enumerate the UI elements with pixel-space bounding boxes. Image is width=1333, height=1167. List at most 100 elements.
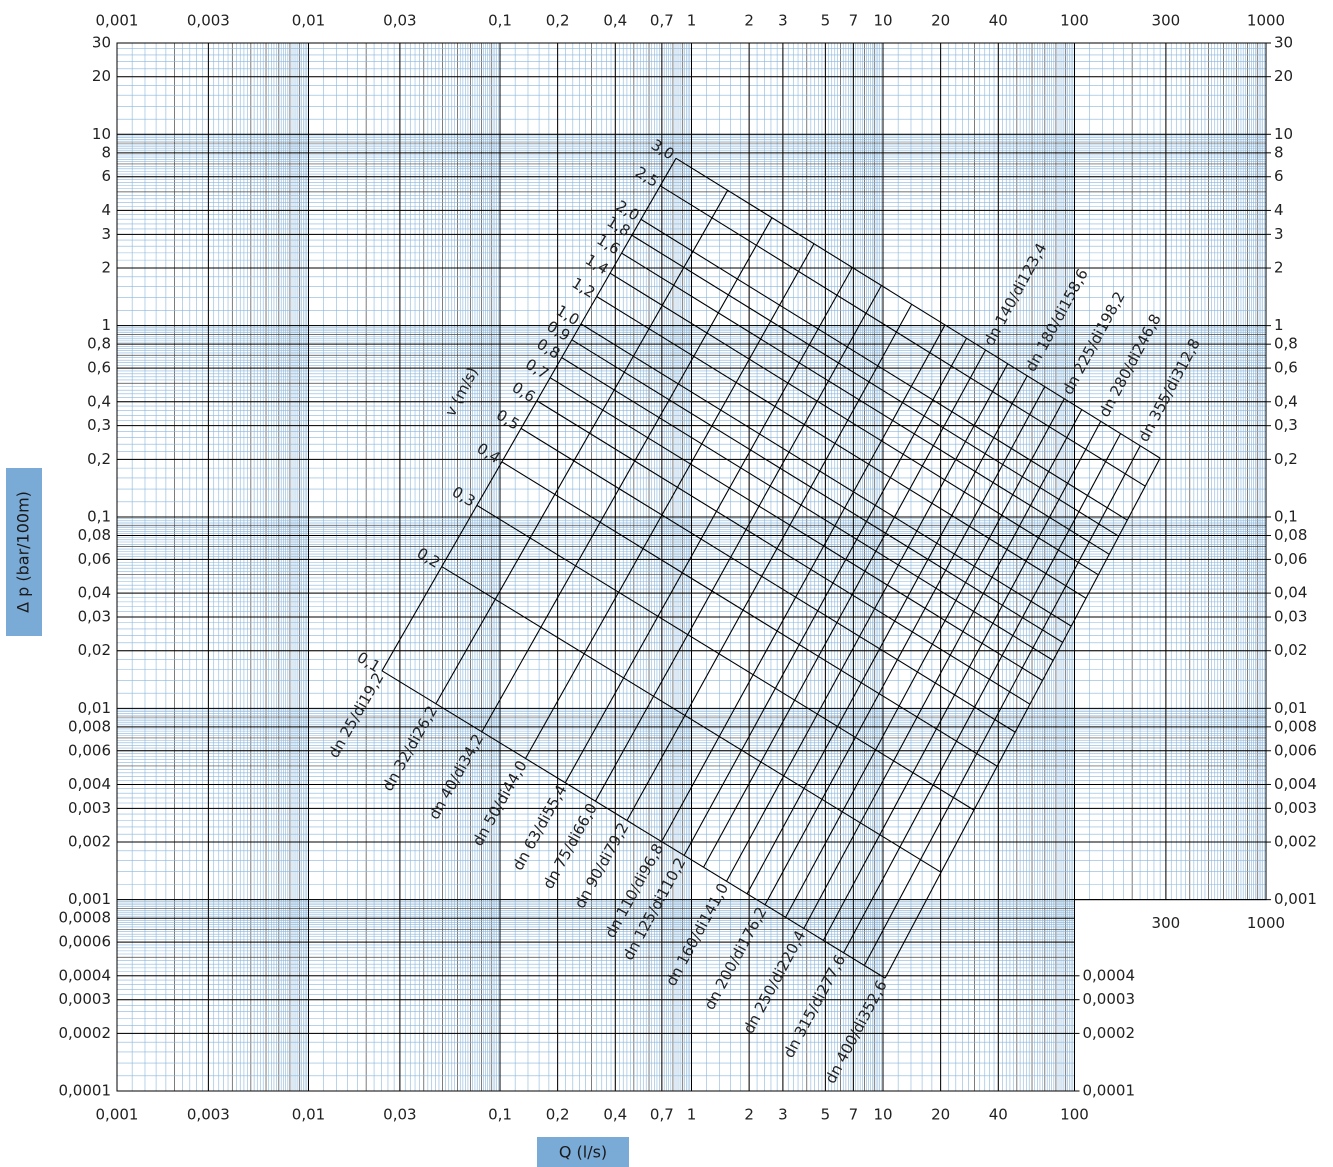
y-tick-label-right: 8	[1274, 143, 1284, 161]
y-title-box	[6, 468, 42, 636]
series-label: 1,4	[582, 250, 612, 278]
x-tick-label: 20	[931, 1106, 950, 1124]
x-tick-label-top: 0,4	[603, 12, 627, 30]
series-line	[660, 185, 1146, 487]
y-tick-label: 0,0004	[59, 966, 112, 984]
series-line	[435, 189, 729, 705]
series-line	[863, 445, 1141, 966]
x-tick-label-top: 1	[687, 12, 697, 30]
y-tick-label: 0,3	[87, 416, 111, 434]
y-tick-label: 0,1	[87, 507, 111, 525]
y-tick-label: 0,8	[87, 335, 111, 353]
x-tick-label-top: 7	[849, 12, 859, 30]
x-tick-label: 0,4	[603, 1106, 627, 1124]
x-tick-label: 0,03	[383, 1106, 416, 1124]
x-tick-label-top: 40	[989, 12, 1008, 30]
x-tick-label-top: 3	[778, 12, 788, 30]
series-line	[640, 218, 1128, 521]
y-tick-label-right: 6	[1274, 167, 1284, 185]
series-line	[843, 433, 1122, 953]
y-tick-label: 0,08	[78, 526, 111, 544]
x-tick-label: 2	[744, 1106, 754, 1124]
y-tick-label: 3	[101, 225, 111, 243]
y-tick-label: 0,03	[78, 608, 111, 626]
series-line	[481, 217, 773, 733]
x-tick-label: 1	[687, 1106, 697, 1124]
y-tick-label-right: 0,004	[1274, 775, 1317, 793]
x-tick-label-top: 0,1	[488, 12, 512, 30]
series-line	[803, 409, 1083, 929]
x-tick-label: 0,003	[187, 1106, 230, 1124]
y-tick-label: 0,006	[68, 741, 111, 759]
y-tick-label: 0,01	[78, 699, 111, 717]
y-tick-label-right: 0,002	[1274, 833, 1317, 851]
x-tick-label: 300	[1152, 914, 1181, 932]
x-axis-title: Q (l/s)	[559, 1143, 607, 1162]
x-tick-label-top: 0,001	[96, 12, 139, 30]
series-line	[746, 375, 1028, 895]
series-line	[561, 357, 1054, 661]
y-tick-label: 0,02	[78, 641, 111, 659]
y-tick-label: 1	[101, 316, 111, 334]
y-tick-label-right: 3	[1274, 225, 1284, 243]
y-tick-label: 10	[92, 125, 111, 143]
y-tick-label-right: 0,0004	[1083, 966, 1136, 984]
x-tick-label-top: 0,7	[650, 12, 674, 30]
series-line	[884, 457, 1161, 979]
y-tick-label-right: 0,006	[1274, 741, 1317, 759]
y-tick-label-right: 1	[1274, 316, 1284, 334]
y-tick-label-right: 0,6	[1274, 359, 1298, 377]
y-tick-label: 0,0006	[59, 933, 112, 951]
series-line	[441, 566, 942, 873]
x-tick-label: 3	[778, 1106, 788, 1124]
x-tick-label-top: 300	[1152, 12, 1181, 30]
series-line	[726, 363, 1009, 882]
x-tick-label: 0,1	[488, 1106, 512, 1124]
y-tick-label-right: 10	[1274, 125, 1293, 143]
y-tick-label: 0,4	[87, 392, 111, 410]
y-tick-label-right: 0,03	[1274, 608, 1307, 626]
x-tick-label-top: 0,01	[292, 12, 325, 30]
series-label: 0,5	[493, 406, 523, 434]
y-tick-label-right: 0,2	[1274, 450, 1298, 468]
series-line	[476, 504, 975, 811]
y-tick-label: 0,2	[87, 450, 111, 468]
x-tick-label-top: 5	[821, 12, 831, 30]
series-line	[550, 377, 1043, 681]
series-label: 0,3	[449, 483, 479, 511]
y-tick-label-right: 4	[1274, 201, 1284, 219]
y-axis-title: Δ p (bar/100m)	[14, 491, 33, 613]
series-line	[609, 272, 1099, 576]
series-line	[661, 324, 946, 842]
y-tick-label: 0,6	[87, 359, 111, 377]
series-line	[626, 304, 913, 821]
y-tick-label: 0,003	[68, 799, 111, 817]
series-line	[594, 285, 882, 802]
series-line	[822, 421, 1102, 941]
x-tick-label: 0,7	[650, 1106, 674, 1124]
series-label: 0,4	[474, 439, 504, 467]
series-line	[564, 267, 853, 784]
x-tick-label: 0,2	[546, 1106, 570, 1124]
x-tick-label: 0,01	[292, 1106, 325, 1124]
x-tick-label-top: 10	[873, 12, 892, 30]
x-tick-label: 0,001	[96, 1106, 139, 1124]
x-tick-label: 10	[873, 1106, 892, 1124]
y-tick-label: 0,008	[68, 717, 111, 735]
series-line	[524, 243, 815, 759]
y-tick-label: 0,0003	[59, 990, 112, 1008]
y-tick-label: 4	[101, 201, 111, 219]
series-line	[580, 323, 1072, 627]
y-tick-label: 0,004	[68, 775, 111, 793]
y-tick-label-right: 0,1	[1274, 507, 1298, 525]
series-line	[381, 670, 886, 979]
x-tick-label: 7	[849, 1106, 859, 1124]
y-tick-label-right: 2	[1274, 259, 1284, 277]
series-line	[683, 338, 967, 856]
grid	[116, 42, 1267, 1092]
x-tick-label: 5	[821, 1106, 831, 1124]
series-label: 0,1	[354, 648, 384, 676]
y-tick-label-right: 0,08	[1274, 526, 1307, 544]
y-tick-label-right: 20	[1274, 67, 1293, 85]
series-line	[621, 252, 1110, 555]
